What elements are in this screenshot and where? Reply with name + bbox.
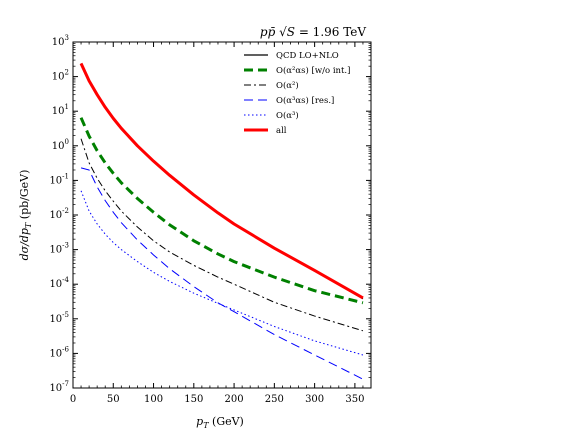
legend-label-1: O(α²αs) [w/o int.] xyxy=(276,65,350,76)
y-axis-title: dσ/dpT (pb/GeV) xyxy=(18,170,33,261)
y-tick-label: 103 xyxy=(52,34,69,48)
chart-title: pp̄ √S = 1.96 TeV xyxy=(260,25,366,39)
series-line-3 xyxy=(80,167,364,380)
series-line-4 xyxy=(80,190,364,356)
legend-label-2: O(α²) xyxy=(276,80,299,91)
series-line-1 xyxy=(79,117,364,305)
y-tick-label: 10-2 xyxy=(49,207,69,221)
series-line-5 xyxy=(79,62,364,300)
legend-label-3: O(α³αs) [res.] xyxy=(276,95,334,106)
x-ticks: 0 50 100 150 200 250 300 350 xyxy=(70,42,372,405)
y-tick-label: 10-7 xyxy=(49,380,69,394)
x-tick-label: 150 xyxy=(184,394,203,405)
y-tick-label: 10-4 xyxy=(49,276,69,290)
legend-label-0: QCD LO+NLO xyxy=(276,51,339,61)
legend-label-5: all xyxy=(276,126,287,136)
x-tick-label: 200 xyxy=(225,394,244,405)
x-tick-label: 250 xyxy=(265,394,284,405)
y-tick-label: 10-6 xyxy=(49,345,69,359)
y-tick-label: 10-3 xyxy=(49,242,69,256)
y-tick-label: 10-5 xyxy=(49,311,69,325)
y-tick-label: 10-1 xyxy=(49,172,69,186)
series-line-2 xyxy=(80,138,364,332)
x-tick-label: 100 xyxy=(144,394,163,405)
legend: QCD LO+NLO O(α²αs) [w/o int.] O(α²) O(α³αs)… xyxy=(244,51,350,136)
y-tick-label: 101 xyxy=(52,103,69,117)
series-layer xyxy=(79,62,364,380)
x-tick-label: 350 xyxy=(345,394,364,405)
x-tick-label: 0 xyxy=(70,394,76,405)
y-tick-label: 100 xyxy=(52,138,69,152)
y-tick-label: 102 xyxy=(52,69,69,83)
legend-label-4: O(α³) xyxy=(276,110,299,121)
y-ticks: 10-7 10-6 10-5 10-4 10-3 10-2 10-1 100 101 102 103 xyxy=(49,34,371,394)
x-tick-label: 50 xyxy=(107,394,120,405)
x-tick-label: 300 xyxy=(305,394,324,405)
x-axis-title: pT (GeV) xyxy=(196,415,244,430)
